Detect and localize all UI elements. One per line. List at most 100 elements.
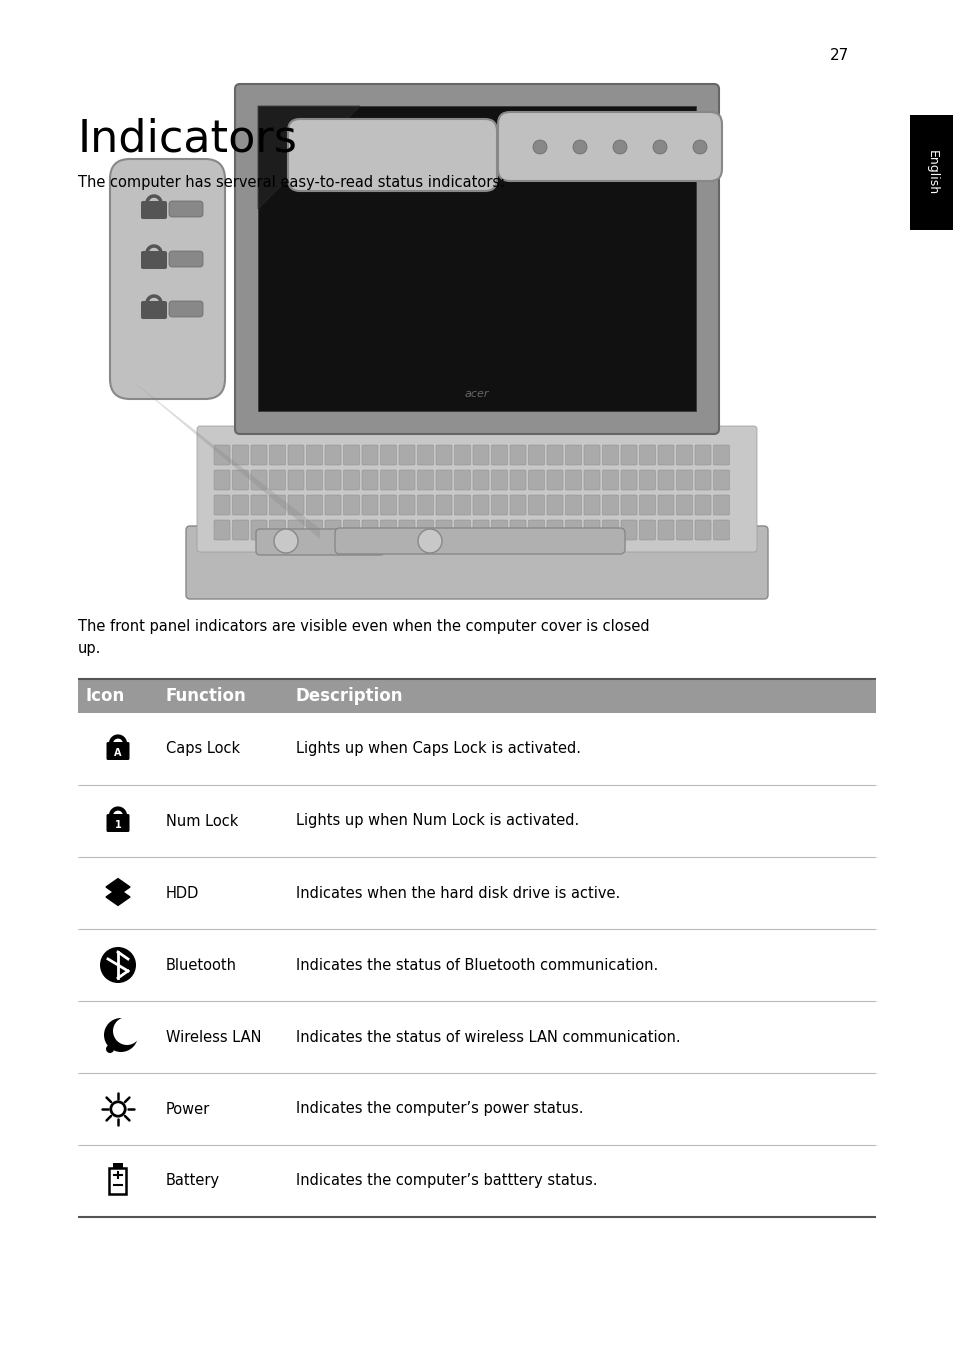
FancyBboxPatch shape [380,470,396,490]
FancyBboxPatch shape [583,496,599,515]
FancyBboxPatch shape [251,496,267,515]
FancyBboxPatch shape [343,496,359,515]
Text: Indicates the status of wireless LAN communication.: Indicates the status of wireless LAN com… [295,1029,679,1045]
Text: Wireless LAN: Wireless LAN [166,1029,261,1045]
FancyBboxPatch shape [546,445,562,465]
FancyBboxPatch shape [288,470,304,490]
FancyBboxPatch shape [251,470,267,490]
Text: Power: Power [166,1102,210,1117]
FancyBboxPatch shape [565,470,581,490]
FancyBboxPatch shape [269,445,285,465]
FancyBboxPatch shape [436,496,452,515]
Bar [112,1164,123,1168]
FancyBboxPatch shape [602,496,618,515]
FancyBboxPatch shape [107,815,130,832]
FancyBboxPatch shape [491,445,507,465]
FancyBboxPatch shape [380,496,396,515]
FancyBboxPatch shape [196,426,757,552]
FancyBboxPatch shape [325,445,340,465]
FancyBboxPatch shape [565,520,581,539]
Circle shape [533,140,546,153]
FancyBboxPatch shape [658,445,673,465]
FancyBboxPatch shape [361,496,377,515]
Text: Indicators: Indicators [78,118,297,162]
FancyBboxPatch shape [335,528,624,554]
FancyBboxPatch shape [269,496,285,515]
FancyBboxPatch shape [658,520,673,539]
FancyBboxPatch shape [676,445,692,465]
FancyBboxPatch shape [343,445,359,465]
FancyBboxPatch shape [110,159,225,398]
Text: Lights up when Num Lock is activated.: Lights up when Num Lock is activated. [295,813,578,828]
FancyBboxPatch shape [306,520,322,539]
FancyBboxPatch shape [658,496,673,515]
Bar [78,679,875,713]
FancyBboxPatch shape [141,251,167,268]
FancyBboxPatch shape [269,520,285,539]
Text: 27: 27 [829,48,849,63]
FancyBboxPatch shape [528,496,544,515]
Bar [78,857,875,930]
FancyBboxPatch shape [473,470,489,490]
FancyBboxPatch shape [497,112,721,181]
FancyBboxPatch shape [620,520,637,539]
Polygon shape [106,888,130,905]
FancyBboxPatch shape [398,445,415,465]
FancyBboxPatch shape [602,445,618,465]
FancyBboxPatch shape [361,445,377,465]
FancyBboxPatch shape [565,496,581,515]
FancyBboxPatch shape [546,470,562,490]
FancyBboxPatch shape [288,496,304,515]
Text: Caps Lock: Caps Lock [166,742,240,757]
FancyBboxPatch shape [141,301,167,319]
Text: English: English [924,151,938,194]
FancyBboxPatch shape [546,496,562,515]
FancyBboxPatch shape [436,520,452,539]
Text: A: A [114,747,122,758]
FancyBboxPatch shape [473,445,489,465]
FancyBboxPatch shape [169,251,203,267]
FancyBboxPatch shape [676,520,692,539]
Text: Description: Description [295,687,403,705]
Bar [78,1144,875,1217]
FancyBboxPatch shape [676,496,692,515]
Circle shape [613,140,626,153]
FancyBboxPatch shape [233,445,248,465]
FancyBboxPatch shape [510,496,525,515]
Text: Battery: Battery [166,1173,220,1188]
FancyBboxPatch shape [695,445,710,465]
Text: Lights up when Caps Lock is activated.: Lights up when Caps Lock is activated. [295,742,580,757]
FancyBboxPatch shape [343,520,359,539]
Circle shape [652,140,666,153]
FancyBboxPatch shape [269,470,285,490]
FancyBboxPatch shape [233,470,248,490]
FancyBboxPatch shape [620,496,637,515]
FancyBboxPatch shape [639,496,655,515]
FancyBboxPatch shape [491,496,507,515]
Text: The front panel indicators are visible even when the computer cover is closed: The front panel indicators are visible e… [78,619,649,634]
Text: Indicates the status of Bluetooth communication.: Indicates the status of Bluetooth commun… [295,957,658,972]
Polygon shape [130,379,319,539]
FancyBboxPatch shape [234,84,719,434]
Text: 1: 1 [114,820,121,830]
FancyBboxPatch shape [107,742,130,760]
FancyBboxPatch shape [380,445,396,465]
FancyBboxPatch shape [213,496,230,515]
FancyBboxPatch shape [546,520,562,539]
Polygon shape [106,879,130,895]
FancyBboxPatch shape [713,445,729,465]
Bar [909,115,953,230]
FancyBboxPatch shape [695,470,710,490]
FancyBboxPatch shape [454,520,470,539]
FancyBboxPatch shape [398,520,415,539]
FancyBboxPatch shape [417,445,433,465]
Circle shape [100,947,136,983]
Text: Icon: Icon [86,687,125,705]
FancyBboxPatch shape [639,445,655,465]
FancyBboxPatch shape [454,470,470,490]
FancyBboxPatch shape [213,470,230,490]
FancyBboxPatch shape [306,496,322,515]
Bar [78,784,875,857]
FancyBboxPatch shape [361,470,377,490]
FancyBboxPatch shape [473,520,489,539]
